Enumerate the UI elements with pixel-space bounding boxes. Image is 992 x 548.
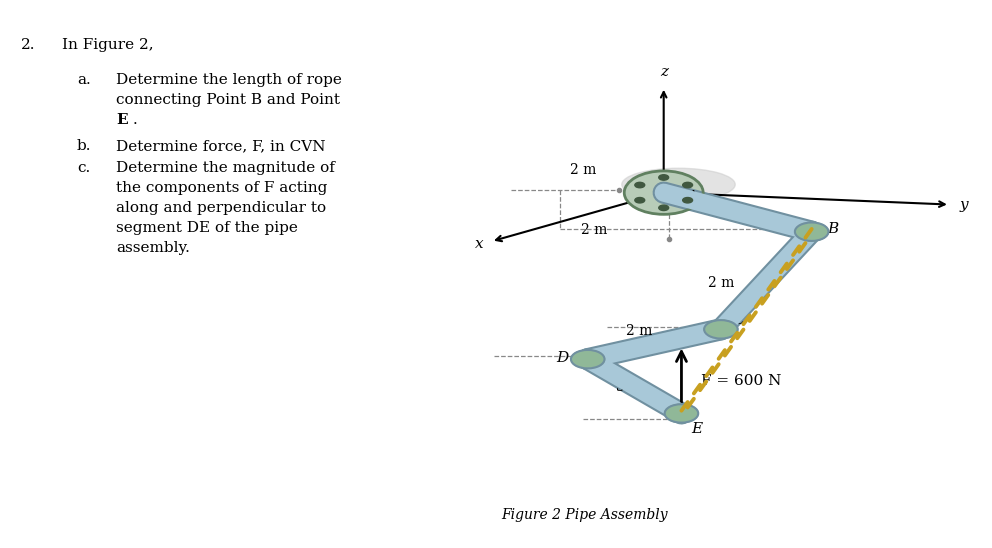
Text: 2 m: 2 m	[707, 276, 734, 290]
Text: 2 m: 2 m	[626, 324, 652, 338]
Text: Determine the length of rope: Determine the length of rope	[116, 73, 342, 87]
Text: z: z	[660, 65, 668, 79]
Circle shape	[571, 350, 604, 368]
Circle shape	[624, 171, 703, 214]
Circle shape	[665, 404, 698, 423]
Text: 3 m: 3 m	[616, 380, 643, 395]
Circle shape	[795, 222, 828, 241]
Text: C: C	[734, 312, 745, 327]
Circle shape	[659, 205, 669, 210]
Text: F = 600 N: F = 600 N	[701, 374, 782, 388]
Text: E: E	[691, 421, 702, 436]
Text: b.: b.	[76, 140, 91, 153]
Text: connecting Point B and Point: connecting Point B and Point	[116, 93, 340, 107]
Ellipse shape	[622, 168, 735, 201]
Text: a.: a.	[76, 73, 90, 87]
Text: B: B	[827, 222, 838, 236]
Circle shape	[659, 175, 669, 180]
Text: 2.: 2.	[21, 38, 35, 52]
Text: the components of F acting: the components of F acting	[116, 181, 327, 195]
Text: x: x	[474, 237, 483, 251]
Text: 2 m: 2 m	[569, 163, 596, 177]
Text: 2 m: 2 m	[581, 222, 608, 237]
Text: segment DE of the pipe: segment DE of the pipe	[116, 221, 298, 236]
Text: In Figure 2,: In Figure 2,	[62, 38, 154, 52]
Text: Figure 2 Pipe Assembly: Figure 2 Pipe Assembly	[501, 509, 668, 522]
Text: y: y	[959, 198, 968, 212]
Text: along and perpendicular to: along and perpendicular to	[116, 201, 326, 215]
Text: c.: c.	[76, 161, 90, 175]
Text: A: A	[686, 190, 697, 204]
Circle shape	[704, 320, 738, 339]
Text: Determine the magnitude of: Determine the magnitude of	[116, 161, 335, 175]
Text: Determine force, F, in CVN: Determine force, F, in CVN	[116, 140, 325, 153]
Circle shape	[635, 197, 645, 203]
Circle shape	[635, 182, 645, 188]
Text: E: E	[116, 113, 128, 128]
Circle shape	[682, 182, 692, 188]
Text: D: D	[556, 351, 568, 365]
Text: assembly.: assembly.	[116, 242, 190, 255]
Text: .: .	[133, 113, 138, 128]
Circle shape	[682, 197, 692, 203]
